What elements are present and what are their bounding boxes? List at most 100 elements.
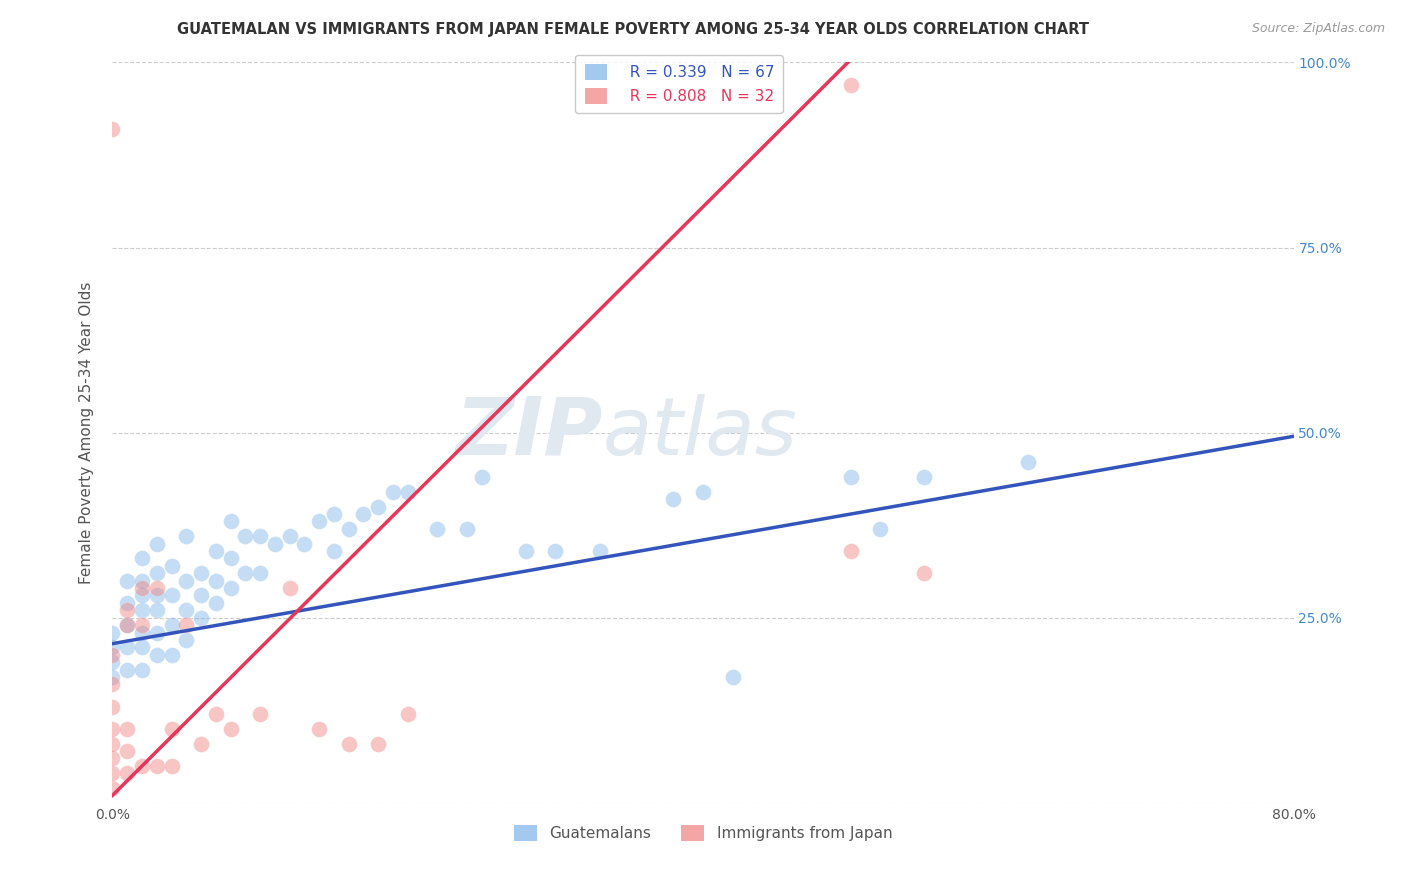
- Point: [101, 648, 124, 662]
- Point: [131, 574, 153, 588]
- Point: [426, 522, 449, 536]
- Point: [160, 618, 183, 632]
- Point: [101, 655, 124, 669]
- Point: [174, 618, 197, 632]
- Point: [117, 618, 138, 632]
- Point: [117, 618, 138, 632]
- Point: [914, 470, 936, 484]
- Point: [1017, 455, 1039, 469]
- Point: [914, 566, 936, 581]
- Point: [131, 589, 153, 603]
- Legend: Guatemalans, Immigrants from Japan: Guatemalans, Immigrants from Japan: [508, 819, 898, 847]
- Point: [205, 706, 228, 721]
- Point: [131, 581, 153, 595]
- Point: [146, 603, 169, 617]
- Point: [174, 574, 197, 588]
- Point: [264, 536, 287, 550]
- Point: [117, 663, 138, 677]
- Point: [839, 470, 862, 484]
- Point: [337, 522, 360, 536]
- Text: GUATEMALAN VS IMMIGRANTS FROM JAPAN FEMALE POVERTY AMONG 25-34 YEAR OLDS CORRELA: GUATEMALAN VS IMMIGRANTS FROM JAPAN FEMA…: [177, 22, 1088, 37]
- Point: [131, 640, 153, 655]
- Point: [278, 581, 301, 595]
- Point: [174, 632, 197, 647]
- Point: [190, 589, 212, 603]
- Point: [101, 670, 124, 684]
- Point: [160, 558, 183, 573]
- Point: [117, 722, 138, 736]
- Point: [323, 507, 346, 521]
- Point: [721, 670, 744, 684]
- Point: [174, 603, 197, 617]
- Point: [117, 744, 138, 758]
- Point: [869, 522, 891, 536]
- Point: [382, 484, 405, 499]
- Point: [117, 596, 138, 610]
- Point: [174, 529, 197, 543]
- Point: [396, 484, 419, 499]
- Point: [160, 722, 183, 736]
- Point: [323, 544, 346, 558]
- Point: [233, 566, 256, 581]
- Point: [131, 758, 153, 772]
- Point: [101, 751, 124, 765]
- Point: [101, 625, 124, 640]
- Point: [131, 625, 153, 640]
- Point: [117, 766, 138, 780]
- Point: [352, 507, 374, 521]
- Point: [146, 566, 169, 581]
- Point: [117, 603, 138, 617]
- Point: [146, 758, 169, 772]
- Point: [662, 492, 685, 507]
- Point: [249, 566, 271, 581]
- Point: [131, 663, 153, 677]
- Point: [205, 596, 228, 610]
- Point: [308, 515, 330, 529]
- Point: [367, 500, 389, 514]
- Point: [146, 589, 169, 603]
- Point: [308, 722, 330, 736]
- Point: [839, 544, 862, 558]
- Point: [131, 603, 153, 617]
- Point: [101, 677, 124, 691]
- Point: [396, 706, 419, 721]
- Point: [219, 515, 242, 529]
- Point: [337, 737, 360, 751]
- Point: [233, 529, 256, 543]
- Y-axis label: Female Poverty Among 25-34 Year Olds: Female Poverty Among 25-34 Year Olds: [79, 282, 94, 583]
- Point: [219, 551, 242, 566]
- Point: [456, 522, 478, 536]
- Point: [544, 544, 567, 558]
- Point: [205, 544, 228, 558]
- Point: [219, 722, 242, 736]
- Point: [146, 648, 169, 662]
- Point: [117, 640, 138, 655]
- Point: [470, 470, 494, 484]
- Point: [278, 529, 301, 543]
- Point: [292, 536, 315, 550]
- Point: [146, 581, 169, 595]
- Point: [190, 566, 212, 581]
- Point: [131, 551, 153, 566]
- Text: atlas: atlas: [603, 393, 797, 472]
- Point: [205, 574, 228, 588]
- Point: [160, 589, 183, 603]
- Point: [190, 737, 212, 751]
- Text: ZIP: ZIP: [456, 393, 603, 472]
- Point: [146, 625, 169, 640]
- Text: Source: ZipAtlas.com: Source: ZipAtlas.com: [1251, 22, 1385, 36]
- Point: [101, 766, 124, 780]
- Point: [249, 529, 271, 543]
- Point: [839, 78, 862, 92]
- Point: [101, 640, 124, 655]
- Point: [131, 618, 153, 632]
- Point: [190, 610, 212, 624]
- Point: [515, 544, 537, 558]
- Point: [692, 484, 714, 499]
- Point: [117, 574, 138, 588]
- Point: [101, 722, 124, 736]
- Point: [588, 544, 610, 558]
- Point: [160, 758, 183, 772]
- Point: [146, 536, 169, 550]
- Point: [249, 706, 271, 721]
